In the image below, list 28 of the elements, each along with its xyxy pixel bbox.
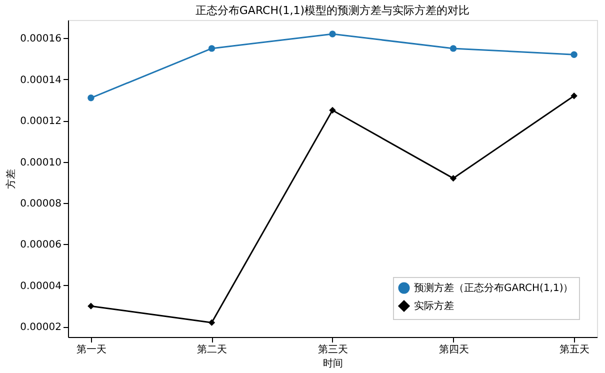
y-tick-label: 0.00008 — [20, 198, 62, 210]
point — [329, 106, 336, 114]
point — [570, 51, 578, 58]
legend-label: 预测方差（正态分布GARCH(1,1)） — [414, 282, 574, 294]
y-tick-label: 0.00016 — [20, 34, 62, 45]
y-tick-label: 0.00014 — [20, 74, 62, 86]
point — [329, 30, 336, 38]
x-tick-label: 第四天 — [438, 344, 469, 356]
y-tick-label: 0.00010 — [20, 157, 62, 168]
point — [208, 319, 216, 326]
point — [88, 302, 94, 310]
point — [570, 92, 578, 100]
x-tick-label: 第一天 — [76, 344, 106, 356]
point — [450, 174, 457, 182]
point — [208, 45, 216, 52]
chart-title: 正态分布GARCH(1,1)模型的预测方差与实际方差的对比 — [195, 4, 470, 17]
point — [450, 45, 457, 52]
y-tick-label: 0.00004 — [20, 280, 62, 292]
x-tick-label: 第二天 — [197, 344, 228, 356]
x-tick-label: 第五天 — [560, 344, 590, 356]
legend-label: 实际方差 — [414, 300, 454, 312]
y-tick-label: 0.00002 — [20, 322, 62, 334]
y-axis-title: 方差 — [5, 169, 18, 189]
y-tick-label: 0.00006 — [20, 240, 62, 251]
point — [88, 94, 94, 102]
x-axis-title: 时间 — [323, 358, 343, 370]
y-tick-label: 0.00012 — [20, 116, 62, 128]
x-tick-label: 第三天 — [318, 344, 348, 356]
